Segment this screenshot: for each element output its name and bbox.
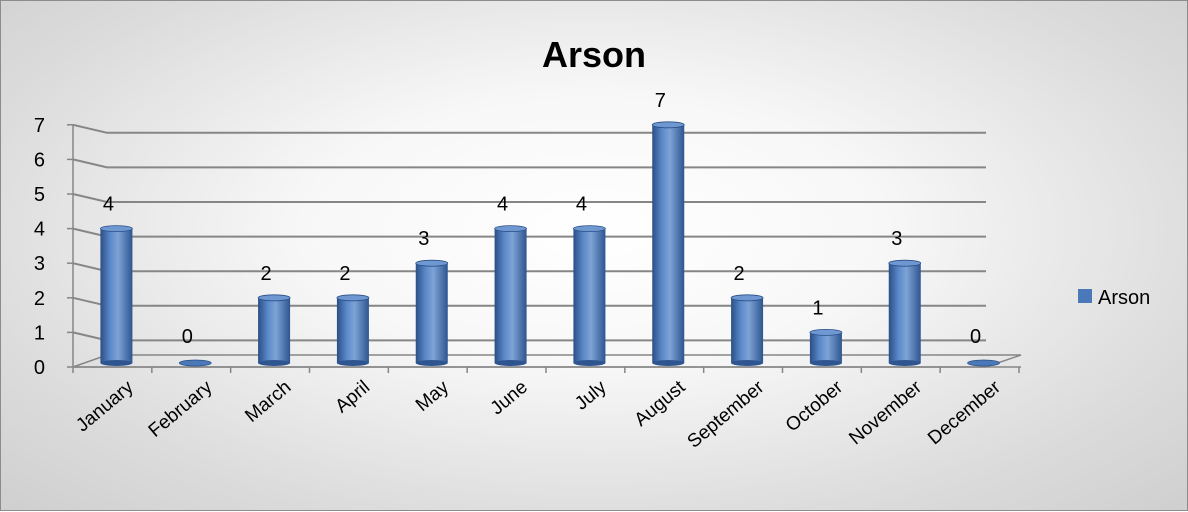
legend-label: Arson (1098, 287, 1150, 309)
bar (494, 228, 527, 363)
x-tick-label: October (782, 376, 848, 436)
bar (178, 359, 212, 367)
x-tick-label: August (631, 376, 690, 431)
data-label: 0 (182, 326, 193, 348)
bar (415, 263, 448, 363)
bar-top (100, 225, 133, 233)
gridline (72, 262, 986, 273)
y-tick-label: 2 (34, 288, 45, 310)
x-tick-label: September (684, 376, 769, 452)
bar-base (494, 360, 527, 366)
bar-base (573, 360, 606, 366)
bar-top (888, 259, 922, 267)
bar-base (731, 360, 764, 366)
x-tick-label: May (412, 376, 453, 415)
bar (100, 228, 133, 363)
gridline (72, 331, 986, 342)
gridline (72, 227, 986, 238)
bar (258, 297, 291, 363)
bar-base (809, 360, 842, 366)
x-tick-label: March (241, 377, 295, 427)
chart-title: Arson (542, 34, 646, 75)
bar-base (888, 360, 921, 366)
bar-base (258, 360, 291, 366)
bar-top (573, 225, 606, 233)
data-label: 4 (576, 194, 587, 216)
data-label: 1 (812, 297, 823, 319)
x-tick-label: December (924, 376, 1005, 449)
y-tick-label: 6 (34, 149, 45, 171)
bar-base (652, 360, 685, 366)
axis-layer: 0 1 2 3 4 5 6 7 (34, 115, 1022, 379)
bar-layer (100, 121, 1000, 367)
y-tick-label: 1 (34, 322, 45, 344)
x-tick-label: June (487, 377, 532, 420)
gridline (72, 123, 986, 134)
data-label: 2 (261, 263, 272, 285)
bar-top (257, 294, 291, 302)
gridline (72, 296, 986, 307)
x-tick-label: April (332, 377, 375, 418)
bar (336, 297, 369, 363)
legend-swatch (1078, 289, 1092, 303)
x-tick-label: February (145, 376, 217, 441)
data-label: 0 (970, 326, 981, 348)
data-label: 4 (497, 194, 508, 216)
bar (888, 263, 921, 363)
bar (809, 332, 842, 363)
y-tick-label: 3 (34, 253, 45, 275)
data-label: 2 (339, 263, 350, 285)
x-tick-label: July (571, 376, 611, 414)
bar-base (336, 360, 369, 366)
gridline (72, 193, 986, 203)
bar-base (415, 360, 448, 366)
bar-top (730, 294, 764, 302)
data-label: 4 (103, 194, 114, 216)
y-tick-label: 5 (34, 184, 45, 206)
y-tick-label: 0 (34, 357, 45, 379)
data-label: 3 (418, 228, 429, 250)
bar-top (809, 328, 843, 336)
bar-top (415, 259, 449, 267)
data-label: 2 (734, 263, 745, 285)
bar (967, 359, 1000, 367)
data-label: 3 (891, 228, 902, 250)
y-tick-label: 7 (34, 115, 45, 137)
bar (731, 297, 764, 363)
y-tick-label: 4 (34, 219, 45, 241)
x-tick-label: November (845, 376, 926, 449)
grid-layer (72, 123, 986, 342)
bar-top (494, 225, 527, 233)
bar-top (651, 121, 685, 129)
floor (72, 354, 1022, 368)
bar (652, 124, 685, 363)
x-tick-label: January (72, 376, 138, 436)
gridline (72, 158, 986, 169)
bar-top (336, 294, 370, 302)
bar (573, 228, 606, 363)
legend: Arson (1078, 287, 1150, 309)
data-label: 7 (655, 90, 666, 112)
bar-base (100, 360, 133, 366)
